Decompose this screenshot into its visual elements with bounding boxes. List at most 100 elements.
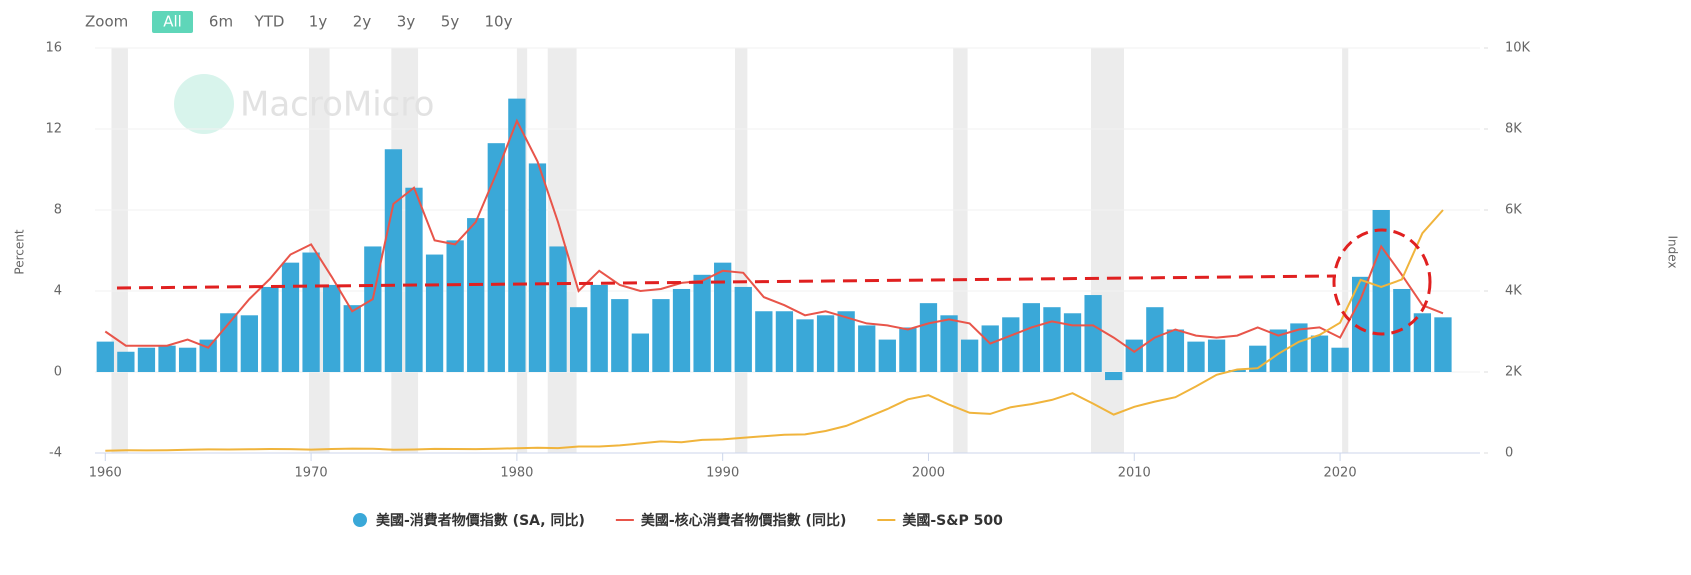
y-axis-title: Percent xyxy=(13,229,27,274)
recession-shade xyxy=(735,48,748,453)
y2-tick-label: 10K xyxy=(1505,41,1531,56)
x-tick-label: 2020 xyxy=(1324,466,1357,481)
bar xyxy=(343,305,361,372)
recession-shade xyxy=(111,48,128,453)
watermark: MacroMicro xyxy=(240,85,434,125)
bar xyxy=(364,246,382,372)
y2-tick-label: 6K xyxy=(1505,203,1522,218)
y-tick-label: 0 xyxy=(54,365,62,380)
zoom-button[interactable]: 2y xyxy=(353,13,372,31)
watermark-logo xyxy=(174,74,234,134)
bar xyxy=(302,252,320,372)
bar xyxy=(858,325,876,372)
bar xyxy=(1063,313,1082,372)
bar xyxy=(816,315,835,372)
bar xyxy=(178,347,197,372)
bar xyxy=(96,341,114,372)
legend-swatch xyxy=(353,513,367,527)
legend-entry[interactable]: 美國-S&P 500 xyxy=(902,512,1003,529)
line xyxy=(105,209,1444,452)
bar xyxy=(878,339,896,372)
bar xyxy=(240,315,258,372)
bar xyxy=(1351,276,1370,372)
bar xyxy=(569,307,588,372)
recession-shade xyxy=(1091,48,1124,453)
zoom-button[interactable]: 5y xyxy=(441,13,460,31)
bar xyxy=(1022,303,1041,372)
zoom-button[interactable]: All xyxy=(163,13,182,31)
annotation-dashed-line xyxy=(116,274,1337,290)
bar xyxy=(672,288,691,372)
bar xyxy=(446,240,464,372)
line xyxy=(104,118,1444,354)
bar xyxy=(940,315,958,372)
bar xyxy=(1084,295,1102,372)
bar xyxy=(1002,317,1020,372)
bar xyxy=(1434,317,1452,372)
bar xyxy=(1207,339,1226,372)
bar xyxy=(775,311,794,372)
bar xyxy=(1413,313,1432,372)
bar xyxy=(734,286,752,372)
bar xyxy=(652,299,670,372)
recession-shade xyxy=(953,48,968,453)
zoom-button[interactable]: 10y xyxy=(485,13,513,31)
bar xyxy=(899,327,917,372)
bar xyxy=(117,351,135,372)
bar xyxy=(487,143,505,372)
bar xyxy=(611,299,629,372)
y2-tick-label: 4K xyxy=(1505,284,1522,299)
bar xyxy=(796,319,814,372)
bar xyxy=(261,286,279,372)
bar xyxy=(281,262,300,372)
zoom-button[interactable]: YTD xyxy=(254,13,285,31)
bar xyxy=(137,347,156,372)
bar xyxy=(1166,329,1185,372)
x-tick-label: 2010 xyxy=(1118,466,1151,481)
y2-tick-label: 8K xyxy=(1505,122,1522,137)
bar xyxy=(631,333,649,372)
bar xyxy=(590,284,608,372)
y-tick-label: 12 xyxy=(45,122,62,137)
bar xyxy=(199,339,217,372)
bar xyxy=(508,98,526,372)
bar xyxy=(323,284,341,372)
x-tick-label: 1980 xyxy=(500,466,533,481)
bar xyxy=(1043,307,1061,372)
bar xyxy=(1125,339,1143,372)
bar xyxy=(755,311,773,372)
bar xyxy=(1269,329,1287,372)
y2-tick-label: 0 xyxy=(1505,446,1513,461)
bar xyxy=(1290,323,1308,372)
zoom-button[interactable]: 1y xyxy=(309,13,328,31)
bar xyxy=(405,187,423,372)
legend-entry[interactable]: 美國-核心消費者物價指數 (同比) xyxy=(641,512,846,529)
bar xyxy=(693,274,711,372)
zoom-label: Zoom xyxy=(85,13,128,31)
y-tick-label: 4 xyxy=(54,284,62,299)
y-tick-label: -4 xyxy=(49,446,62,461)
zoom-button-bg xyxy=(152,11,193,33)
bar xyxy=(1228,369,1246,372)
zoom-button[interactable]: 3y xyxy=(397,13,416,31)
zoom-button[interactable]: 6m xyxy=(209,13,233,31)
legend-entry[interactable]: 美國-消費者物價指數 (SA, 同比) xyxy=(376,512,585,529)
bar xyxy=(960,339,979,372)
bar xyxy=(528,163,547,372)
x-tick-label: 1960 xyxy=(89,466,122,481)
bar xyxy=(467,218,485,372)
bar xyxy=(158,345,176,372)
x-tick-label: 1990 xyxy=(706,466,739,481)
x-tick-label: 1970 xyxy=(295,466,328,481)
bar xyxy=(1331,347,1349,372)
y2-axis-title: Index xyxy=(1666,235,1680,268)
bar xyxy=(714,262,732,372)
bar xyxy=(919,303,938,372)
bar xyxy=(1146,307,1164,372)
y2-tick-label: 2K xyxy=(1505,365,1522,380)
bar xyxy=(1105,372,1123,381)
bar xyxy=(425,254,444,372)
annotation-circle xyxy=(1332,228,1432,336)
bar xyxy=(1310,335,1329,372)
y-tick-label: 16 xyxy=(45,41,62,56)
